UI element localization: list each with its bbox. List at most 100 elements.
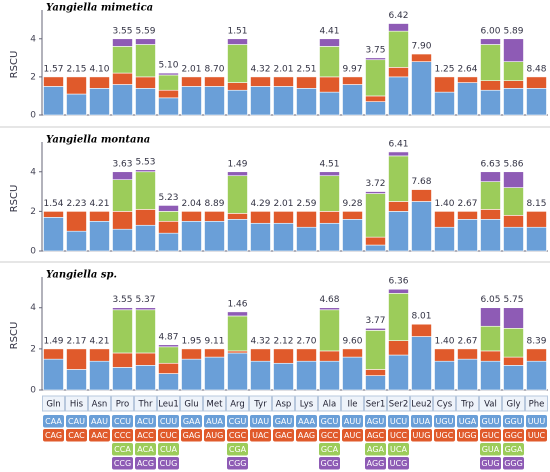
bar-segment (112, 84, 133, 116)
bar-annotation: 2.67 (457, 199, 477, 209)
bar-segment (43, 348, 64, 360)
codon-cell (365, 429, 386, 442)
bar-annotation: 4.32 (250, 64, 270, 74)
bar-annotation: 3.75 (365, 45, 385, 55)
bar-segment (43, 76, 64, 87)
bar-annotation: 6.05 (480, 295, 500, 305)
bar-segment (388, 201, 409, 212)
codon-label: GUG (481, 459, 499, 468)
codon-cell (112, 457, 133, 470)
codon-label: GAC (275, 431, 293, 440)
bar-segment (158, 72, 179, 76)
bar-segment (158, 211, 179, 222)
bar-segment (135, 76, 156, 89)
bar-annotation: 5.23 (158, 193, 178, 203)
x-tick-label: Met (207, 400, 224, 410)
codon-cell (204, 429, 225, 442)
y-tick-label: 4 (30, 34, 36, 44)
bar-annotation: 1.25 (434, 64, 454, 74)
codon-cell (480, 429, 501, 442)
codon-label: CGC (229, 431, 247, 440)
bar-segment (411, 53, 432, 62)
codon-cell (250, 415, 271, 428)
bar-segment (158, 373, 179, 391)
codon-label: GUC (482, 431, 500, 440)
category-box (456, 395, 479, 412)
bar-segment (480, 350, 501, 362)
bar-annotation: 1.40 (434, 199, 454, 209)
bar-segment (319, 309, 340, 352)
codon-label: UUU (528, 417, 546, 426)
bar-segment (411, 61, 432, 116)
x-tick-label: Ser1 (366, 400, 386, 410)
x-tick-label: Trp (460, 400, 474, 410)
codon-label: AGA (367, 445, 385, 454)
bar-annotation: 3.72 (365, 179, 385, 189)
codon-cell (411, 429, 432, 442)
codon-label: CUA (160, 445, 177, 454)
x-tick-label: Ile (347, 400, 357, 410)
x-tick-label: Arg (230, 400, 245, 410)
codon-label: UUG (413, 431, 431, 440)
bar-segment (135, 307, 156, 311)
codon-cell (319, 443, 340, 456)
bar-annotation: 4.41 (319, 26, 339, 36)
bar-segment (457, 358, 478, 391)
y-tick-label: 4 (30, 303, 36, 313)
codon-cell (388, 457, 409, 470)
bar-segment (480, 38, 501, 45)
bar-segment (434, 211, 455, 228)
codon-label: UCU (390, 417, 407, 426)
x-tick-label: Leu2 (411, 400, 432, 410)
bar-annotation: 6.41 (388, 139, 408, 149)
bar-segment (227, 315, 248, 352)
codon-cell (296, 415, 317, 428)
bar-annotation: 3.77 (365, 316, 385, 326)
bar-segment (434, 91, 455, 116)
codon-label: CGU (229, 417, 247, 426)
bar-segment (112, 179, 133, 212)
bar-segment (227, 175, 248, 214)
bar-segment (365, 101, 386, 116)
bar-annotation: 2.15 (66, 64, 86, 74)
bar-segment (503, 171, 524, 188)
codon-label: CCC (114, 431, 131, 440)
bar-segment (43, 358, 64, 391)
bar-segment (66, 211, 87, 232)
codon-label: AUG (206, 431, 224, 440)
codon-label: ACU (137, 417, 154, 426)
bar-segment (112, 46, 133, 74)
bar-segment (273, 362, 294, 391)
codon-label: GAA (183, 417, 201, 426)
bar-segment (112, 307, 133, 311)
bar-annotation: 5.86 (503, 159, 523, 169)
codon-cell (388, 415, 409, 428)
bar-segment (158, 346, 179, 364)
bar-segment (112, 72, 133, 85)
codon-cell (411, 415, 432, 428)
bar-segment (66, 348, 87, 370)
bar-annotation: 4.87 (158, 332, 178, 342)
codon-cell (89, 429, 110, 442)
bar-segment (365, 236, 386, 246)
bar-segment (204, 86, 225, 116)
bar-annotation: 7.68 (411, 177, 431, 187)
codon-label: AUA (206, 417, 223, 426)
bar-segment (89, 348, 110, 362)
bar-annotation: 4.51 (319, 159, 339, 169)
bar-annotation: 1.51 (227, 26, 247, 36)
bar-segment (388, 293, 409, 341)
codon-cell (319, 429, 340, 442)
codon-label: GCG (321, 459, 339, 468)
bar-annotation: 7.90 (411, 42, 431, 52)
bar-segment (227, 350, 248, 354)
bar-annotation: 1.46 (227, 299, 247, 309)
codon-label: CUG (160, 459, 178, 468)
codon-cell (43, 415, 64, 428)
bar-annotation: 2.04 (181, 199, 201, 209)
bar-segment (135, 224, 156, 252)
codon-cell (135, 429, 156, 442)
bar-segment (89, 360, 110, 391)
bar-segment (503, 38, 524, 62)
bar-segment (112, 309, 133, 354)
